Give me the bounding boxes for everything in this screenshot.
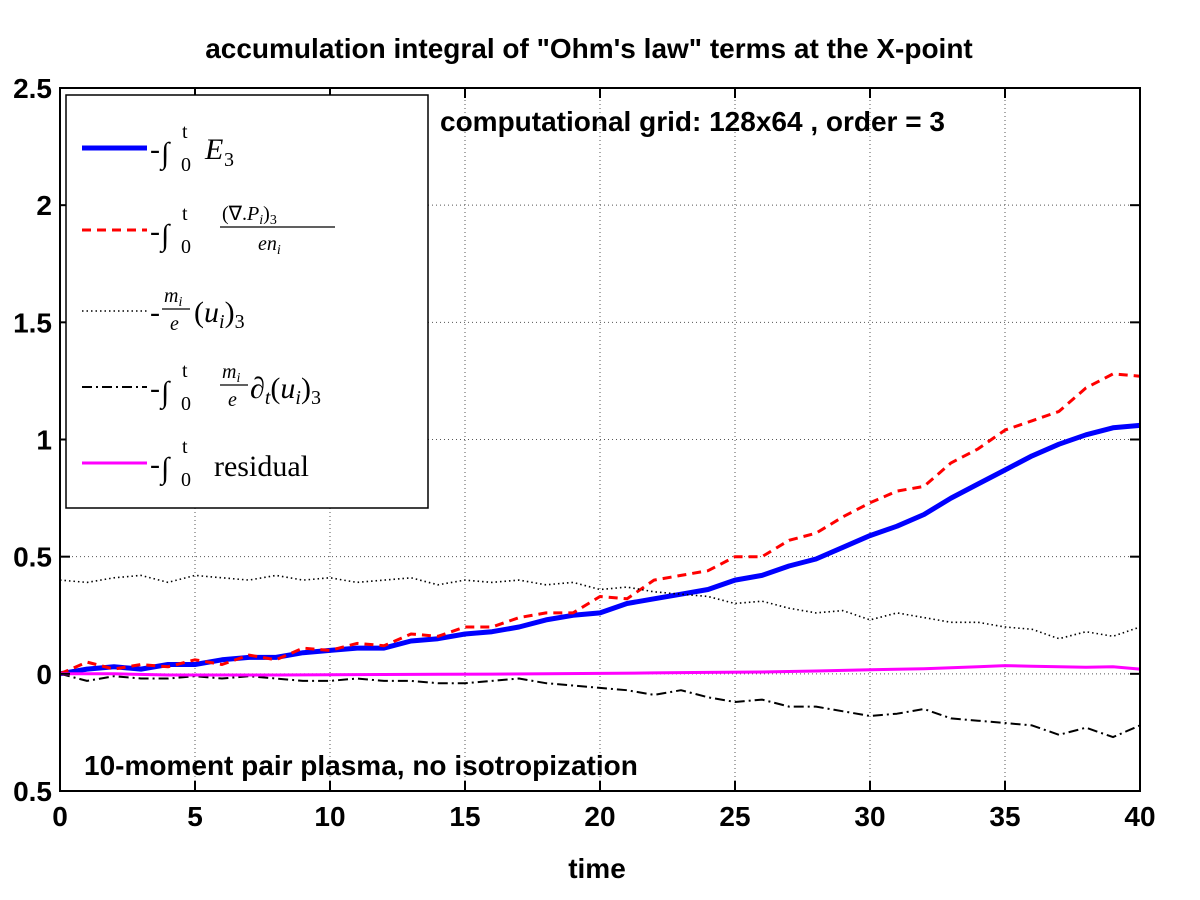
- series-line-1: [59, 372, 1141, 676]
- legend-prefix: -: [150, 448, 160, 481]
- x-tick-label: 35: [989, 801, 1020, 832]
- y-tick-label: 0: [36, 659, 52, 690]
- y-tick-labels: 0.5 0 0.5 1 1.5 2 2.5: [13, 73, 52, 807]
- legend-denominator: e: [228, 389, 237, 411]
- x-tick-label: 15: [449, 801, 480, 832]
- x-tick-label: 0: [52, 801, 68, 832]
- integral-lower: 0: [181, 154, 191, 176]
- integral-upper: t: [182, 203, 188, 225]
- legend-numerator: mi: [222, 361, 240, 386]
- legend-prefix: -: [150, 215, 160, 248]
- legend-body: ∂t(ui)3: [250, 372, 321, 409]
- legend-entry-residual: - ∫ t 0 residual: [82, 436, 309, 491]
- legend-prefix: -: [150, 296, 160, 329]
- legend: - ∫ t 0 E 3 - ∫ t 0 (∇.Pi)3 eni - mi e (…: [65, 94, 429, 509]
- integral-sign: ∫: [159, 137, 171, 172]
- x-tick-label: 25: [719, 801, 750, 832]
- x-tick-label: 30: [854, 801, 885, 832]
- y-tick-label: 1.5: [13, 307, 52, 338]
- y-tick-label: 2.5: [13, 73, 52, 104]
- integral-upper: t: [182, 436, 188, 458]
- legend-subscript: 3: [224, 149, 234, 171]
- legend-numerator: mi: [164, 285, 182, 310]
- legend-prefix: -: [150, 133, 160, 166]
- integral-sign: ∫: [159, 452, 171, 487]
- legend-prefix: -: [150, 372, 160, 405]
- x-tick-label: 10: [314, 801, 345, 832]
- legend-box: [65, 94, 429, 509]
- legend-numerator: (∇.Pi)3: [222, 203, 277, 228]
- x-tick-label: 40: [1124, 801, 1155, 832]
- legend-denominator: eni: [258, 233, 281, 258]
- integral-upper: t: [182, 360, 188, 382]
- y-tick-label: 2: [36, 190, 52, 221]
- x-tick-label: 5: [187, 801, 203, 832]
- x-tick-labels: 0 5 10 15 20 25 30 35 40: [52, 801, 1155, 832]
- series-line-3: [59, 672, 1141, 739]
- chart-title: accumulation integral of "Ohm's law" ter…: [205, 33, 973, 64]
- legend-body: E: [204, 133, 223, 166]
- annotation-grid-info: computational grid: 128x64 , order = 3: [440, 106, 945, 137]
- legend-entry-ion-inertia: - ∫ t 0 mi e ∂t(ui)3: [82, 360, 321, 415]
- series-layer: [59, 372, 1141, 739]
- legend-entry-E3: - ∫ t 0 E 3: [82, 121, 234, 176]
- integral-lower: 0: [181, 393, 191, 415]
- integral-sign: ∫: [159, 376, 171, 411]
- y-tick-label: 0.5: [13, 776, 52, 807]
- series-line-4: [60, 664, 1141, 677]
- integral-sign: ∫: [159, 219, 171, 254]
- y-tick-label: 0.5: [13, 542, 52, 573]
- integral-upper: t: [182, 121, 188, 143]
- legend-denominator: e: [170, 313, 179, 335]
- integral-lower: 0: [181, 236, 191, 258]
- x-tick-label: 20: [584, 801, 615, 832]
- y-tick-label: 1: [36, 425, 52, 456]
- integral-lower: 0: [181, 469, 191, 491]
- legend-body: residual: [214, 450, 309, 483]
- annotation-plasma-info: 10-moment pair plasma, no isotropization: [84, 750, 638, 781]
- legend-entry-divergence-pressure: - ∫ t 0 (∇.Pi)3 eni: [82, 203, 335, 258]
- x-axis-label: time: [568, 853, 626, 884]
